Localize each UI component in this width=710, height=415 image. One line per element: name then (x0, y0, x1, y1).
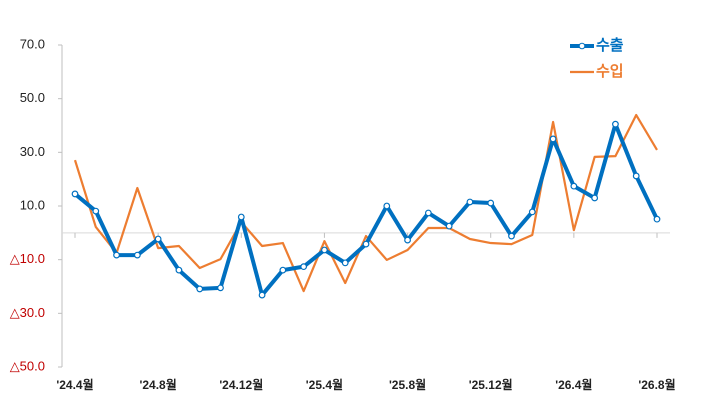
point-marker (300, 263, 308, 271)
point-marker (632, 172, 640, 180)
point-marker (591, 194, 599, 202)
y-tick-label: △30.0 (10, 305, 45, 320)
point-marker (383, 202, 391, 210)
point-marker (653, 215, 661, 223)
point-marker (217, 284, 224, 292)
point-marker (424, 209, 432, 217)
y-tick-label: 70.0 (20, 36, 45, 51)
point-marker (321, 246, 328, 254)
point-marker (341, 259, 349, 267)
point-marker (466, 198, 474, 206)
point-marker (549, 135, 557, 143)
y-tick-label: 10.0 (20, 197, 45, 212)
legend-marker (578, 42, 586, 50)
point-marker (92, 207, 100, 215)
point-marker (258, 291, 266, 299)
point-marker (445, 222, 453, 230)
point-marker (528, 208, 536, 216)
point-marker (113, 251, 120, 259)
x-tick-label: '24.12월 (219, 377, 263, 392)
point-marker (133, 251, 141, 259)
series-line (73, 113, 658, 293)
point-marker (196, 285, 204, 293)
x-tick-label: '25.4월 (306, 377, 343, 392)
y-tick-label: △50.0 (10, 358, 45, 373)
legend-label: 수입 (596, 63, 624, 80)
x-tick-label: '25.8월 (389, 377, 426, 392)
point-marker (154, 235, 162, 243)
x-tick-label: '24.4월 (56, 377, 93, 392)
point-marker (404, 236, 411, 244)
y-tick-label: △10.0 (10, 251, 45, 266)
point-marker (175, 266, 183, 274)
point-marker (71, 190, 79, 198)
x-tick-label: '25.12월 (469, 377, 513, 392)
x-tick-label: '26.8월 (638, 377, 675, 392)
legend-label: 수출 (596, 37, 624, 54)
y-tick-label: 50.0 (20, 90, 45, 105)
y-tick-label: 30.0 (20, 144, 45, 159)
point-marker (570, 182, 578, 190)
point-marker (237, 213, 245, 221)
point-marker (487, 199, 495, 207)
point-marker (362, 240, 370, 248)
point-marker (508, 232, 515, 240)
x-tick-label: '24.8월 (140, 377, 177, 392)
point-marker (612, 120, 619, 128)
point-marker (279, 266, 287, 274)
x-tick-label: '26.4월 (555, 377, 592, 392)
